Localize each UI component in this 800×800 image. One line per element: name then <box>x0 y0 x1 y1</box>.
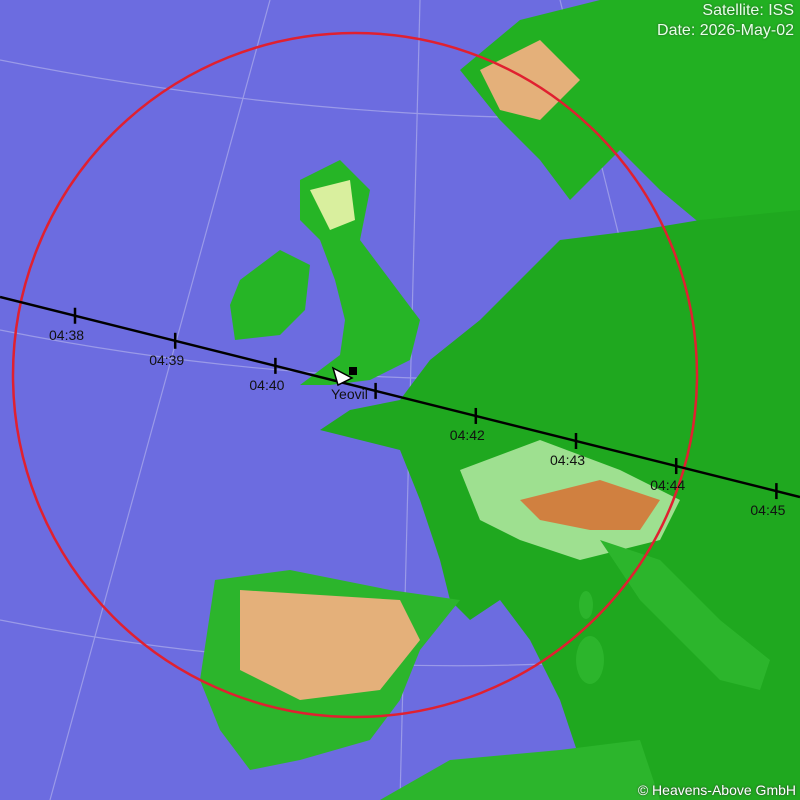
time-label: 04:44 <box>650 477 685 493</box>
satellite-label: Satellite: ISS <box>702 2 794 19</box>
date-label: Date: 2026-May-02 <box>657 22 794 39</box>
satellite-icon <box>331 366 354 387</box>
landmass <box>200 0 800 800</box>
time-label: 04:38 <box>49 327 84 343</box>
land-alps <box>520 480 660 530</box>
land-italy <box>600 540 770 690</box>
time-label: 04:45 <box>750 502 785 518</box>
land-north-africa <box>380 740 660 800</box>
land-ireland <box>230 250 310 340</box>
observer-label: Yeovil <box>331 386 368 402</box>
time-label: 04:43 <box>550 452 585 468</box>
land-scottish-highlands <box>310 180 355 230</box>
copyright: © Heavens-Above GmbH <box>637 782 796 798</box>
ground-track-ticks: 04:38 04:39 04:40 04:42 04:43 04:44 04:45 <box>49 307 786 518</box>
observer-marker <box>349 367 357 375</box>
land-sardinia <box>576 636 604 684</box>
land-corsica <box>579 591 593 619</box>
time-label: 04:42 <box>450 427 485 443</box>
visibility-circle <box>11 31 699 719</box>
ground-track-line <box>0 295 800 499</box>
time-label: 04:40 <box>249 377 284 393</box>
time-label: 04:39 <box>149 352 184 368</box>
land-meseta <box>240 590 420 700</box>
